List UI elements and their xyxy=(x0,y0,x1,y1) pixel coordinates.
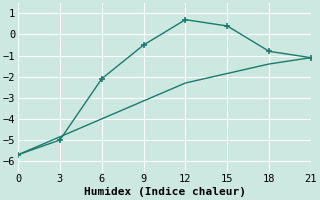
X-axis label: Humidex (Indice chaleur): Humidex (Indice chaleur) xyxy=(84,187,245,197)
